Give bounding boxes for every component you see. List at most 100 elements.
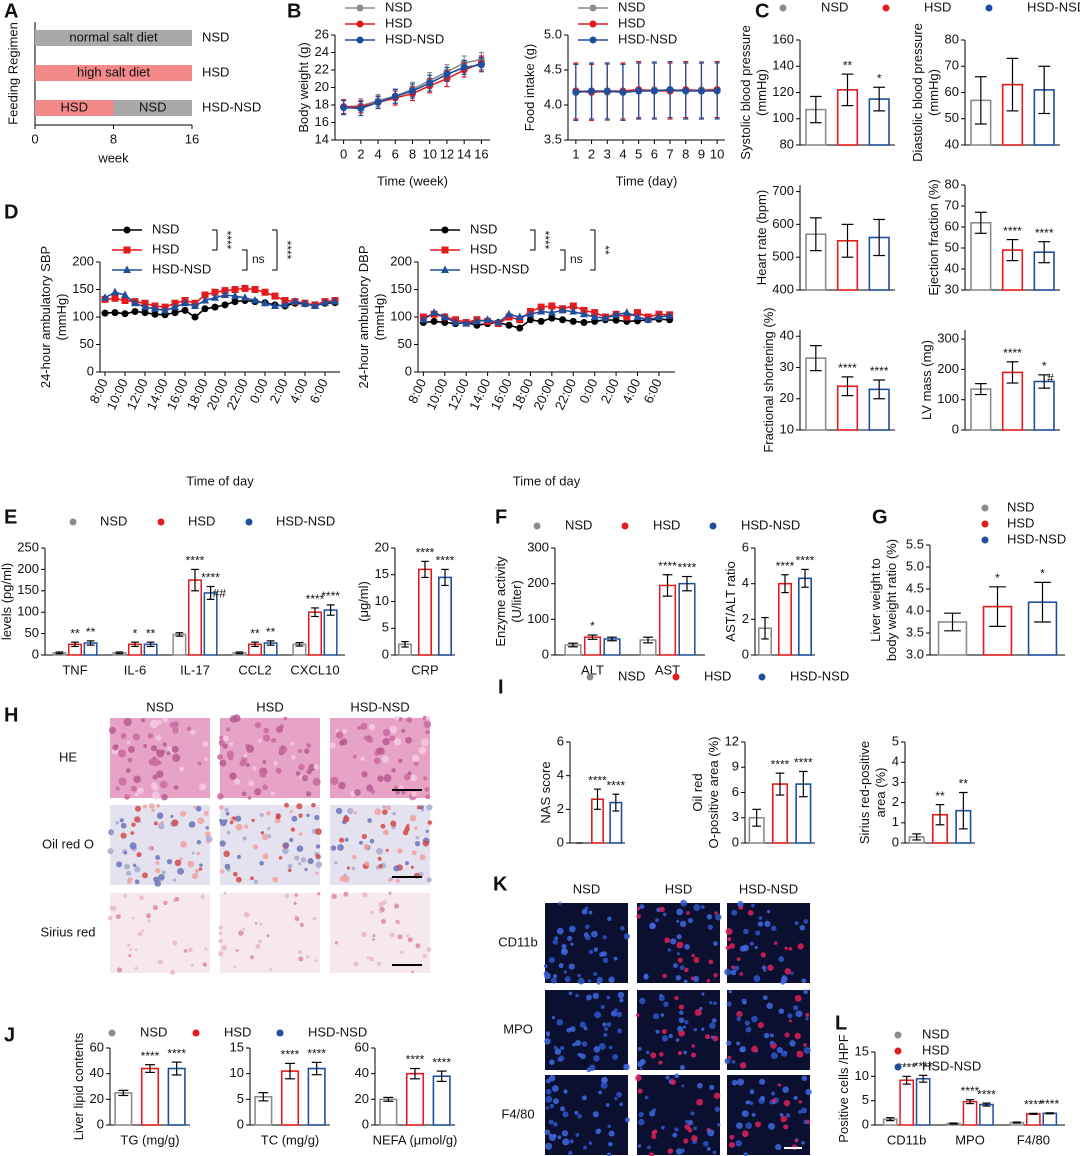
cell: [218, 739, 226, 747]
x-tick-label: 6:00: [640, 376, 664, 405]
marker: [211, 303, 219, 311]
y-axis-label: (mmHg): [372, 294, 387, 341]
cell: [701, 1027, 705, 1031]
y-tick-label: 10: [855, 1068, 869, 1083]
cell: [262, 784, 268, 790]
micrograph: [110, 718, 210, 798]
cell: [315, 828, 322, 835]
cell: [768, 1122, 775, 1130]
cell: [378, 902, 384, 908]
cell: [585, 924, 590, 930]
y-tick-label: 40: [90, 1065, 104, 1080]
legend-marker: [672, 673, 680, 681]
bar: [678, 582, 696, 656]
cell: [755, 930, 761, 936]
significance: ****: [658, 559, 677, 573]
y-tick-label: 0: [862, 1116, 869, 1131]
cell: [127, 757, 133, 763]
cell: [174, 859, 182, 867]
y-tick-label: 0: [362, 1116, 369, 1131]
cell: [205, 826, 209, 830]
significance: ****: [606, 778, 625, 792]
cell: [389, 735, 396, 742]
y-tick-label: 26: [315, 26, 329, 41]
legend-label: NSD: [152, 221, 179, 236]
marker: [391, 92, 399, 100]
cell: [119, 818, 124, 823]
cell: [329, 742, 336, 749]
x-tick-label: 6:00: [307, 376, 331, 405]
y-tick-label: 0: [892, 834, 899, 849]
row-label: Oil red O: [42, 836, 94, 851]
cell: [141, 718, 146, 723]
cell: [608, 1045, 613, 1050]
cell: [315, 861, 323, 869]
cell: [426, 877, 432, 883]
cell: [312, 917, 317, 921]
marker: [622, 308, 631, 316]
cell: [219, 759, 227, 767]
cell: [670, 1079, 676, 1085]
cell: [593, 972, 598, 977]
cell: [558, 1055, 565, 1062]
cell: [217, 792, 224, 800]
cell: [775, 1144, 782, 1151]
cell: [155, 867, 161, 874]
cell: [550, 977, 557, 984]
y-tick-label: 6: [732, 784, 739, 799]
cell: [745, 1026, 752, 1033]
bar: [114, 1092, 133, 1126]
cell: [126, 768, 131, 773]
cell: [259, 770, 267, 778]
cell: [415, 943, 421, 949]
legend-marker: [276, 1029, 284, 1037]
diet-label: NSD: [139, 99, 166, 114]
cell: [415, 836, 420, 840]
y-tick-label: 60: [355, 1039, 369, 1054]
cell: [558, 901, 562, 905]
y-axis-label: LV mass (mg): [919, 340, 934, 420]
cell: [170, 814, 174, 818]
cell: [608, 1130, 615, 1137]
cell: [778, 956, 785, 963]
cell: [366, 956, 370, 960]
cell: [604, 1027, 609, 1032]
cell: [769, 1033, 774, 1038]
y-tick-label: 160: [772, 31, 794, 46]
cell: [684, 967, 689, 973]
cell: [361, 931, 367, 938]
legend-label: HSD-NSD: [790, 668, 849, 683]
cell: [706, 1146, 711, 1151]
cell: [794, 921, 799, 926]
y-tick-label: 250: [17, 539, 39, 554]
cell: [699, 1006, 703, 1011]
cell: [679, 1010, 684, 1015]
legend-marker: [779, 4, 787, 12]
cell: [315, 854, 321, 859]
cell: [377, 961, 382, 966]
cell: [267, 826, 271, 831]
bar: [915, 1078, 931, 1126]
cell: [254, 922, 258, 925]
cell: [777, 1083, 782, 1087]
cell: [235, 949, 239, 952]
y-tick-label: 30: [780, 359, 794, 374]
cell: [733, 965, 740, 971]
cell: [109, 906, 114, 911]
cell: [128, 953, 132, 958]
bar: [308, 611, 322, 656]
y-tick-label: 80: [780, 136, 794, 151]
cell: [607, 1124, 611, 1129]
marker: [356, 4, 364, 12]
y-tick-label: 0: [742, 646, 749, 661]
marker: [569, 302, 577, 310]
marker: [201, 291, 209, 299]
cell: [683, 1050, 687, 1055]
marker: [579, 309, 588, 318]
cell: [206, 840, 210, 844]
cell: [797, 943, 804, 950]
cell: [217, 754, 223, 760]
cell: [196, 851, 200, 856]
significance: ****: [406, 1053, 425, 1067]
marker: [654, 312, 663, 320]
